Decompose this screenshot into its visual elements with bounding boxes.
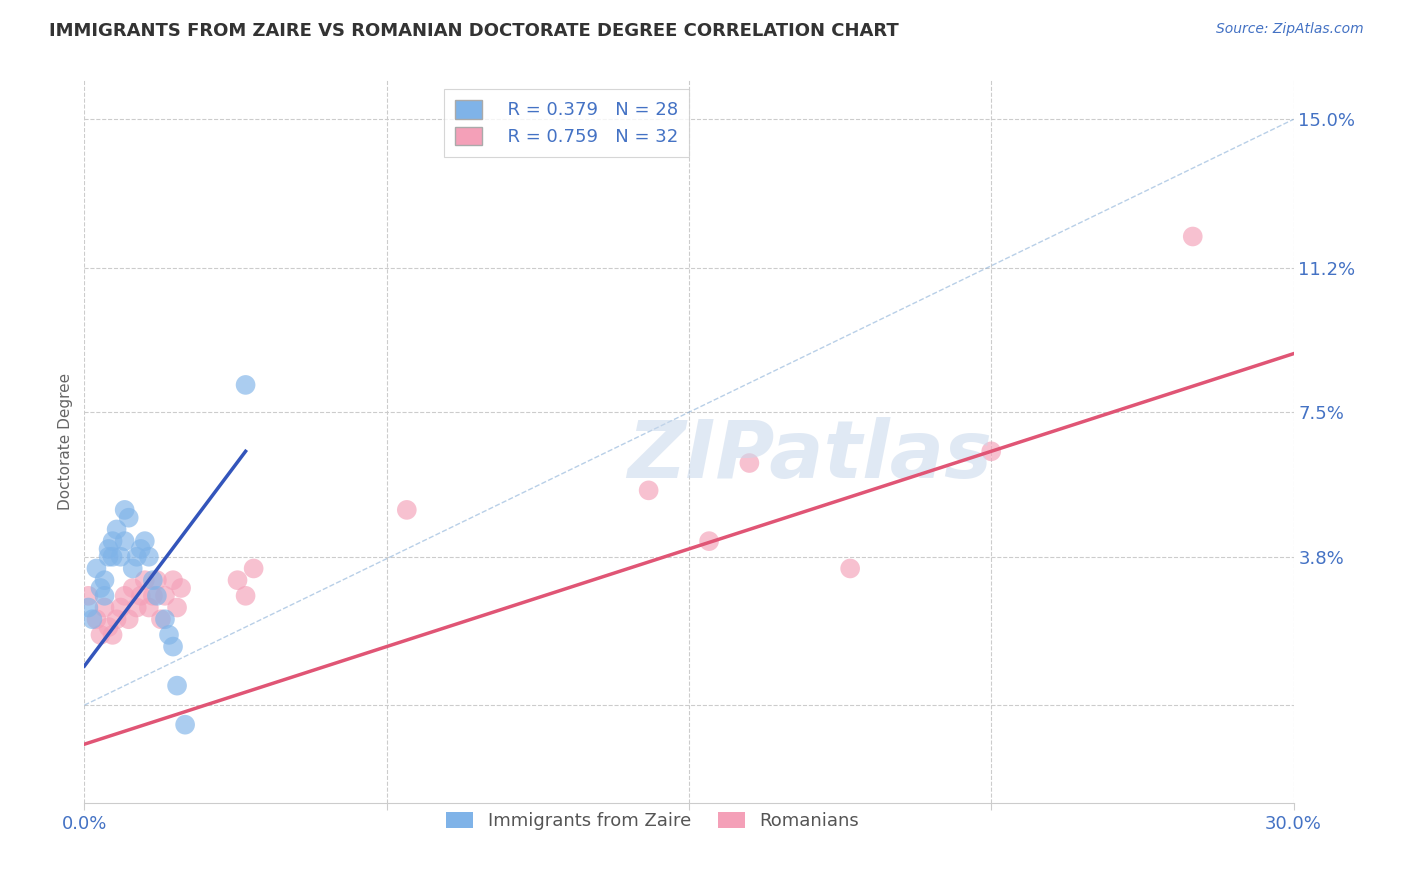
Point [93, 573, 115, 587]
Point [97, 549, 120, 564]
Point [105, 612, 128, 626]
Point [97, 620, 120, 634]
Point [93, 589, 115, 603]
Point [138, 549, 160, 564]
Point [637, 483, 659, 498]
Point [162, 573, 184, 587]
Point [110, 549, 132, 564]
Point [235, 378, 257, 392]
Point [77, 589, 100, 603]
Text: Source: ZipAtlas.com: Source: ZipAtlas.com [1216, 22, 1364, 37]
Point [118, 510, 141, 524]
Point [121, 561, 143, 575]
Point [125, 600, 148, 615]
Point [125, 549, 148, 564]
Point [146, 573, 169, 587]
Point [142, 589, 165, 603]
Point [226, 573, 249, 587]
Point [121, 581, 143, 595]
Point [86, 561, 108, 575]
Point [134, 534, 156, 549]
Point [162, 640, 184, 654]
Point [97, 541, 120, 556]
Point [105, 523, 128, 537]
Point [89, 628, 111, 642]
Point [82, 612, 104, 626]
Point [86, 612, 108, 626]
Point [138, 600, 160, 615]
Point [129, 541, 152, 556]
Point [166, 679, 188, 693]
Point [153, 589, 176, 603]
Point [157, 628, 180, 642]
Point [242, 561, 264, 575]
Point [89, 581, 111, 595]
Point [114, 503, 136, 517]
Point [980, 444, 1002, 458]
Point [110, 600, 132, 615]
Point [235, 589, 257, 603]
Legend: Immigrants from Zaire, Romanians: Immigrants from Zaire, Romanians [439, 805, 866, 837]
Point [697, 534, 720, 549]
Point [114, 589, 136, 603]
Point [129, 589, 152, 603]
Point [170, 581, 193, 595]
Point [101, 628, 124, 642]
Point [77, 600, 100, 615]
Point [149, 612, 172, 626]
Y-axis label: Doctorate Degree: Doctorate Degree [58, 373, 73, 510]
Point [738, 456, 761, 470]
Point [93, 600, 115, 615]
Point [153, 612, 176, 626]
Point [1181, 229, 1204, 244]
Point [839, 561, 862, 575]
Point [174, 717, 197, 731]
Point [142, 573, 165, 587]
Point [395, 503, 418, 517]
Text: IMMIGRANTS FROM ZAIRE VS ROMANIAN DOCTORATE DEGREE CORRELATION CHART: IMMIGRANTS FROM ZAIRE VS ROMANIAN DOCTOR… [49, 22, 898, 40]
Text: ZIPatlas: ZIPatlas [627, 417, 993, 495]
Point [134, 573, 156, 587]
Point [118, 612, 141, 626]
Point [166, 600, 188, 615]
Point [101, 534, 124, 549]
Point [146, 589, 169, 603]
Point [114, 534, 136, 549]
Point [101, 549, 124, 564]
